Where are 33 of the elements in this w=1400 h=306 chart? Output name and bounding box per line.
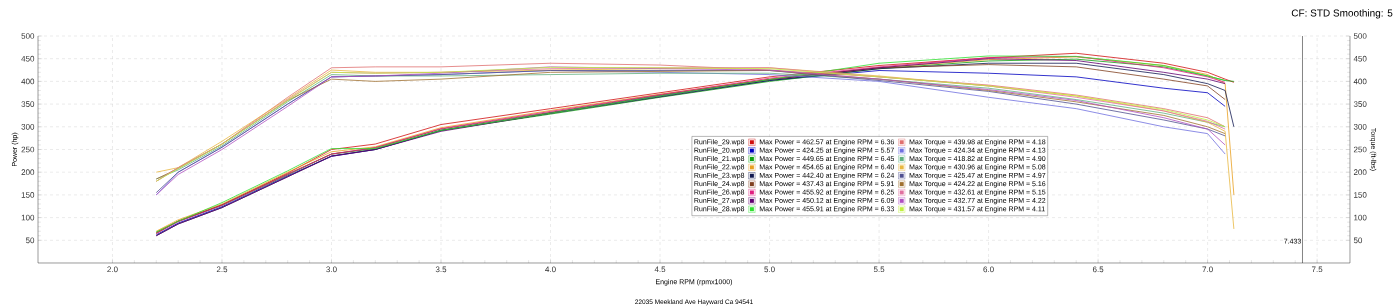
y-tick-label: 500 xyxy=(21,33,35,39)
y-tick-label: 100 xyxy=(21,214,35,221)
x-tick-label: 5.0 xyxy=(764,266,775,273)
y-tick-label: 350 xyxy=(21,101,35,107)
y2-tick-label: 500 xyxy=(1353,33,1367,39)
x-tick-label: 3.5 xyxy=(435,266,447,273)
y2-tick-label: 250 xyxy=(1353,146,1367,153)
y-tick-label: 50 xyxy=(25,237,35,244)
y-tick-label: 200 xyxy=(21,169,35,176)
y2-tick-label: 100 xyxy=(1354,214,1367,221)
x-tick-label: 6.5 xyxy=(1092,266,1104,273)
y2-tick-label: 50 xyxy=(1353,237,1363,244)
x-tick-label: 2.0 xyxy=(107,266,118,273)
x-tick-label: 4.0 xyxy=(545,266,556,273)
y-tick-label: 450 xyxy=(21,55,35,62)
y-tick-label: 250 xyxy=(21,146,35,153)
y2-tick-label: 300 xyxy=(1353,123,1367,130)
text: CF: STD Smoothing: 5 xyxy=(1291,9,1393,19)
y-tick-label: 400 xyxy=(21,78,35,85)
x-tick-label: 2.5 xyxy=(216,266,228,273)
x-tick-label: 6.0 xyxy=(983,266,994,273)
y2-tick-label: 450 xyxy=(1353,55,1367,62)
y2-tick-label: 200 xyxy=(1353,169,1367,176)
y-tick-label: 150 xyxy=(21,192,35,198)
y2-tick-label: 400 xyxy=(1353,78,1367,85)
y-tick-label: 300 xyxy=(21,123,35,130)
x-tick-label: 3.0 xyxy=(326,266,337,273)
y2-tick-label: 150 xyxy=(1354,192,1367,198)
x-tick-label: 4.5 xyxy=(654,266,666,273)
x-tick-label: 7.5 xyxy=(1311,266,1323,273)
x-tick-label: 7.0 xyxy=(1202,266,1213,273)
y2-tick-label: 350 xyxy=(1353,101,1367,107)
x-tick-label: 5.5 xyxy=(873,266,885,273)
